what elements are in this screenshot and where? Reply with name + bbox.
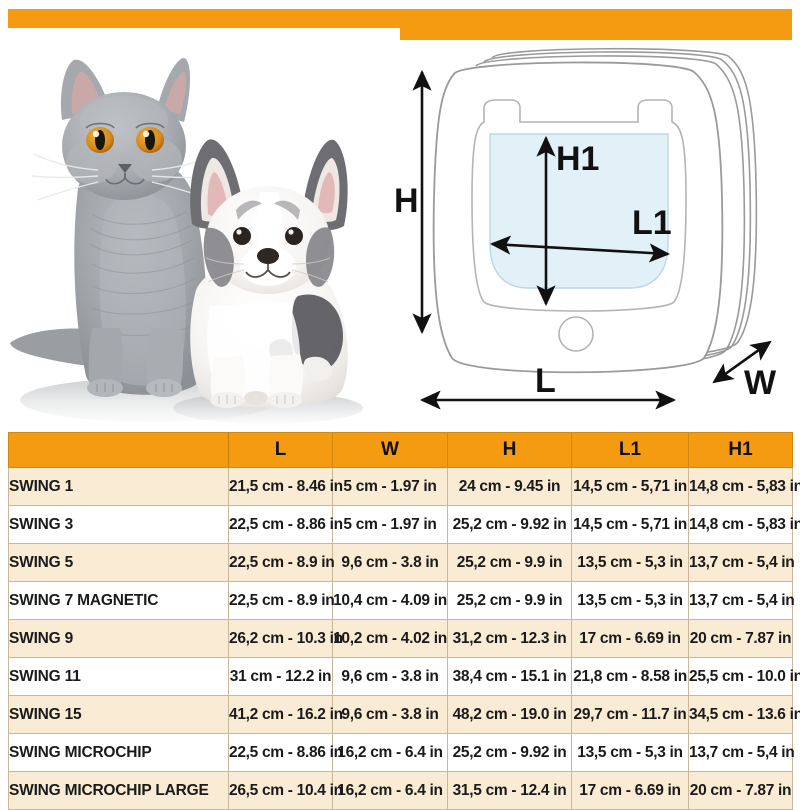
dimension-cell-h: 25,2 cm - 9.92 in xyxy=(447,733,572,772)
pets-photo xyxy=(0,28,400,428)
model-name-cell: SWING MICROCHIP LARGE xyxy=(8,771,229,810)
dog-eyes xyxy=(233,227,303,245)
table-row: SWING MICROCHIP 22,5 cm - 8.86 in 16,2 cm … xyxy=(8,733,795,772)
dimension-cell-w: 9,6 cm - 3.8 in xyxy=(332,695,448,734)
dimension-cell-l: 21,5 cm - 8.46 in xyxy=(228,467,343,506)
cat-eyes xyxy=(85,122,165,153)
table-row: SWING 3 22,5 cm - 8.86 in 5 cm - 1.97 in 25… xyxy=(8,505,800,544)
dimension-cell-h: 25,2 cm - 9.9 in xyxy=(447,543,572,582)
dimension-cell-h: 48,2 cm - 19.0 in xyxy=(447,695,572,734)
dimension-cell-h1: 14,8 cm - 5,83 in xyxy=(688,467,800,506)
dimension-cell-l: 41,2 cm - 16.2 in xyxy=(228,695,343,734)
dimension-cell-h: 38,4 cm - 15.1 in xyxy=(447,657,572,696)
table-header-row: L W H L1 H1 xyxy=(8,432,793,468)
model-name-cell: SWING 5 xyxy=(8,543,229,582)
column-header-w: W xyxy=(332,432,448,468)
cat-nose xyxy=(118,164,132,173)
width-label: W xyxy=(744,364,777,402)
dimension-cell-h: 25,2 cm - 9.92 in xyxy=(447,505,572,544)
dimension-cell-l1: 14,5 cm - 5,71 in xyxy=(571,467,689,506)
model-name-cell: SWING 1 xyxy=(8,467,229,506)
dimension-cell-w: 10,4 cm - 4.09 in xyxy=(332,581,448,620)
dimension-cell-l1: 17 cm - 6.69 in xyxy=(571,619,689,658)
dog-nose xyxy=(257,248,279,264)
dimension-cell-l1: 21,8 cm - 8.58 in xyxy=(571,657,689,696)
model-name-cell: SWING 3 xyxy=(8,505,229,544)
width-dimension-arrow xyxy=(712,340,772,384)
dimension-cell-l: 31 cm - 12.2 in xyxy=(228,657,333,696)
dimensions-table: L W H L1 H1 SWING 1 21,5 cm - 8.46 in 5 cm… xyxy=(8,432,800,810)
table-row: SWING 7 MAGNETIC 22,5 cm - 8.9 in 10,4 cm … xyxy=(8,581,795,620)
dimension-cell-h1: 13,7 cm - 5,4 in xyxy=(688,733,795,772)
dimension-cell-l1: 29,7 cm - 11.7 in xyxy=(571,695,689,734)
column-header-l1: L1 xyxy=(571,432,689,468)
table-row: SWING 5 22,5 cm - 8.9 in 9,6 cm - 3.8 in 25… xyxy=(8,543,795,582)
dimension-cell-h1: 20 cm - 7.87 in xyxy=(688,619,793,658)
dimension-cell-w: 9,6 cm - 3.8 in xyxy=(332,543,448,582)
dimension-cell-l: 22,5 cm - 8.86 in xyxy=(228,505,343,544)
dimension-cell-l1: 13,5 cm - 5,3 in xyxy=(571,581,689,620)
dimension-cell-w: 16,2 cm - 6.4 in xyxy=(332,771,448,810)
dimension-cell-l: 22,5 cm - 8.9 in xyxy=(228,543,335,582)
dimension-cell-h1: 13,7 cm - 5,4 in xyxy=(688,543,795,582)
dimension-cell-h1: 34,5 cm - 13.6 in xyxy=(688,695,800,734)
column-header-l: L xyxy=(228,432,333,468)
table-row: SWING 15 41,2 cm - 16.2 in 9,6 cm - 3.8 in… xyxy=(8,695,800,734)
dimension-cell-w: 5 cm - 1.97 in xyxy=(332,505,448,544)
latch-button-icon xyxy=(558,316,594,352)
dimension-cell-l1: 14,5 cm - 5,71 in xyxy=(571,505,689,544)
dimension-cell-w: 16,2 cm - 6.4 in xyxy=(332,733,448,772)
dimension-cell-h1: 25,5 cm - 10.0 in xyxy=(688,657,800,696)
dimension-cell-h1: 14,8 cm - 5,83 in xyxy=(688,505,800,544)
hero-section: H L W H1 L1 xyxy=(0,28,800,428)
model-name-cell: SWING 7 MAGNETIC xyxy=(8,581,229,620)
dimension-cell-l1: 13,5 cm - 5,3 in xyxy=(571,733,689,772)
table-row: SWING MICROCHIP LARGE 26,5 cm - 10.4 in 16… xyxy=(8,771,793,810)
dimension-cell-h: 25,2 cm - 9.9 in xyxy=(447,581,572,620)
pet-flap-diagram: H L W H1 L1 xyxy=(394,47,777,410)
dimension-cell-w: 10,2 cm - 4.02 in xyxy=(332,619,448,658)
dimension-cell-h1: 20 cm - 7.87 in xyxy=(688,771,793,810)
flap-length-label: L1 xyxy=(632,204,672,242)
flap-height-label: H1 xyxy=(556,140,599,178)
column-header-h: H xyxy=(447,432,572,468)
column-header-model xyxy=(8,432,229,468)
dimension-cell-h: 31,2 cm - 12.3 in xyxy=(447,619,572,658)
height-label: H xyxy=(394,182,419,220)
table-row: SWING 9 26,2 cm - 10.3 in 10,2 cm - 4.02 i… xyxy=(8,619,793,658)
model-name-cell: SWING 15 xyxy=(8,695,229,734)
dimension-cell-h1: 13,7 cm - 5,4 in xyxy=(688,581,795,620)
table-body: SWING 1 21,5 cm - 8.46 in 5 cm - 1.97 in 24… xyxy=(8,467,800,810)
table-header: L W H L1 H1 xyxy=(8,432,793,468)
table-row: SWING 11 31 cm - 12.2 in 9,6 cm - 3.8 in 38… xyxy=(8,657,800,696)
cat-illustration xyxy=(31,58,219,397)
flap-length-dimension-arrow xyxy=(489,235,671,263)
dimension-cell-h: 24 cm - 9.45 in xyxy=(447,467,572,506)
dimension-cell-l: 22,5 cm - 8.9 in xyxy=(228,581,335,620)
dimension-cell-l1: 17 cm - 6.69 in xyxy=(571,771,689,810)
dimension-cell-h: 31,5 cm - 12.4 in xyxy=(447,771,572,810)
dimension-cell-l: 26,2 cm - 10.3 in xyxy=(228,619,343,658)
model-name-cell: SWING 9 xyxy=(8,619,229,658)
model-name-cell: SWING MICROCHIP xyxy=(8,733,229,772)
model-name-cell: SWING 11 xyxy=(8,657,229,696)
table-row: SWING 1 21,5 cm - 8.46 in 5 cm - 1.97 in 24… xyxy=(8,467,800,506)
dimension-cell-w: 9,6 cm - 3.8 in xyxy=(332,657,448,696)
column-header-h1: H1 xyxy=(688,432,793,468)
dog-illustration xyxy=(190,139,348,408)
dimension-cell-w: 5 cm - 1.97 in xyxy=(332,467,448,506)
dimension-cell-l: 22,5 cm - 8.86 in xyxy=(228,733,343,772)
dimension-cell-l1: 13,5 cm - 5,3 in xyxy=(571,543,689,582)
dimension-cell-l: 26,5 cm - 10.4 in xyxy=(228,771,343,810)
length-label: L xyxy=(535,362,556,400)
